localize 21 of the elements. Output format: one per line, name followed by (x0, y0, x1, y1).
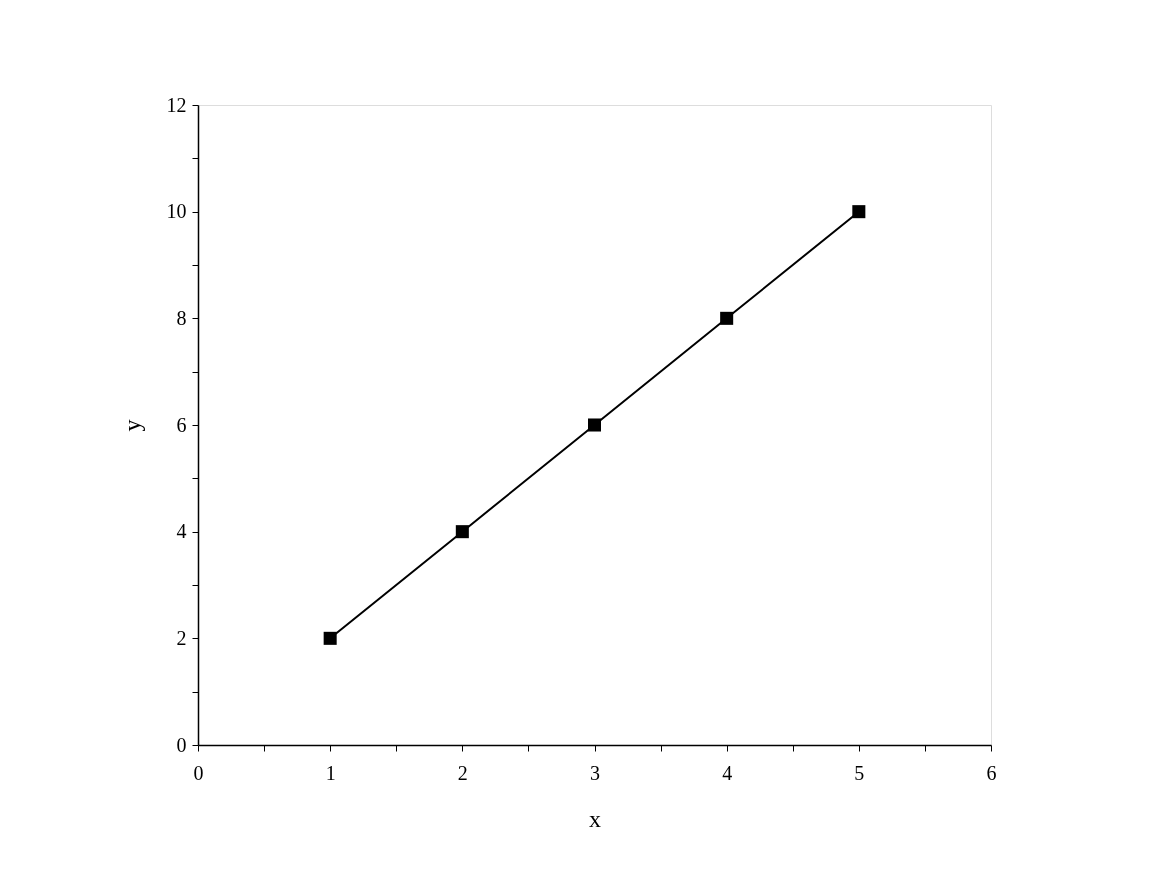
x-tick-label: 2 (457, 761, 468, 784)
y-tick-label: 12 (166, 93, 187, 116)
x-tick-label: 3 (590, 761, 600, 784)
x-tick-label: 6 (986, 761, 997, 784)
y-tick-label: 4 (176, 520, 187, 543)
point (587, 418, 602, 432)
x-tick-label: 1 (325, 761, 336, 784)
x-tick-label: 5 (854, 761, 865, 784)
y-tick-label: 10 (166, 200, 187, 223)
x-tick-label: 4 (722, 761, 733, 784)
y-tick-label: 0 (176, 733, 187, 756)
x-tick-label: 0 (193, 761, 204, 784)
y-tick-label: 2 (176, 626, 187, 649)
x-axis-title: x (589, 805, 601, 832)
y-axis-title: y (118, 419, 145, 432)
y-tick-label: 6 (176, 413, 187, 436)
point (720, 311, 734, 325)
point (323, 631, 337, 645)
point (852, 205, 866, 219)
point (455, 525, 469, 539)
y-tick-label: 8 (176, 306, 187, 329)
